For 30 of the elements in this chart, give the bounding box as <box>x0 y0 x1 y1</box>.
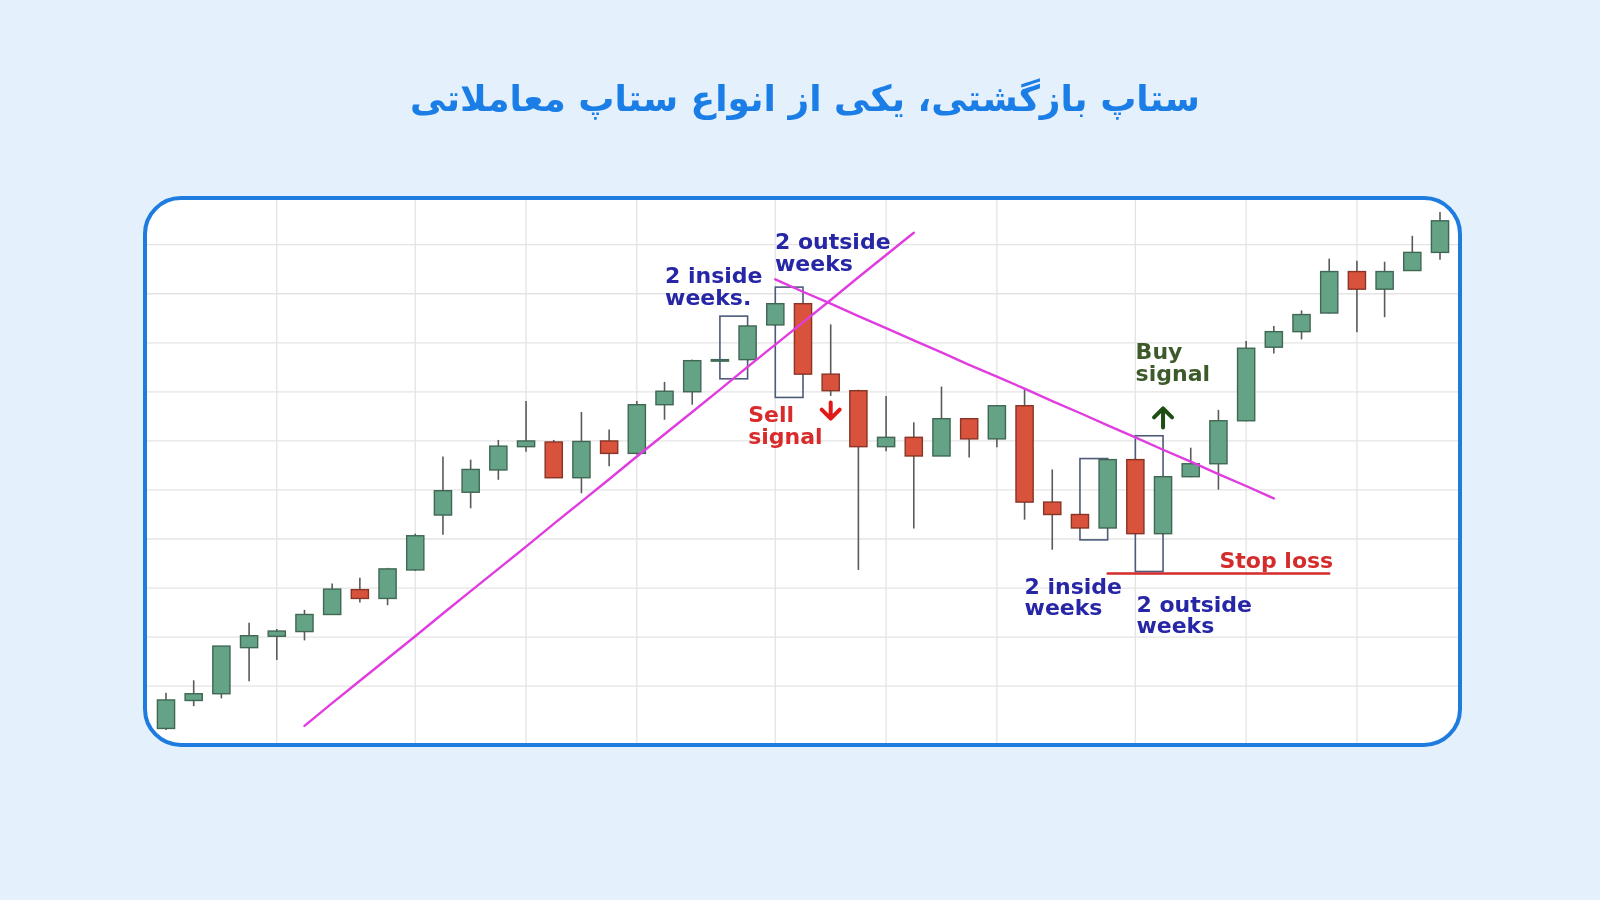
chart-title: ستاپ بازگشتی، یکی از انواع ستاپ معاملاتی <box>410 78 1200 120</box>
candlestick <box>1292 309 1311 341</box>
candlestick <box>1375 260 1394 318</box>
candlestick <box>239 621 259 683</box>
candlestick <box>1347 259 1367 333</box>
candlestick <box>821 323 840 397</box>
candlestick <box>959 417 979 459</box>
candlestick <box>350 576 370 604</box>
annotation: 2 outside weeks <box>775 229 891 276</box>
candlestick <box>1403 235 1422 272</box>
candlestick <box>461 458 480 510</box>
annotation: 2 inside weeks <box>1024 573 1123 621</box>
annotation: Buy signal <box>1135 339 1211 386</box>
annotation: 2 inside weeks. <box>665 263 763 310</box>
candlestick <box>267 628 287 661</box>
series-label: Stop loss <box>1219 547 1334 573</box>
candlestick <box>184 679 203 707</box>
candlestick <box>1181 446 1201 479</box>
candlestick <box>516 400 536 453</box>
annotation: 2 outside weeks <box>1136 591 1253 639</box>
candlestick <box>766 302 785 327</box>
candlestick <box>904 421 924 530</box>
annotation: Sell signal <box>748 402 823 449</box>
candlestick <box>599 428 619 468</box>
candlestick <box>1042 468 1062 551</box>
candlestick <box>876 395 896 453</box>
candlestick <box>1264 325 1284 355</box>
candlestick <box>295 609 314 642</box>
candlestick <box>489 439 508 481</box>
candlestick <box>655 381 674 421</box>
